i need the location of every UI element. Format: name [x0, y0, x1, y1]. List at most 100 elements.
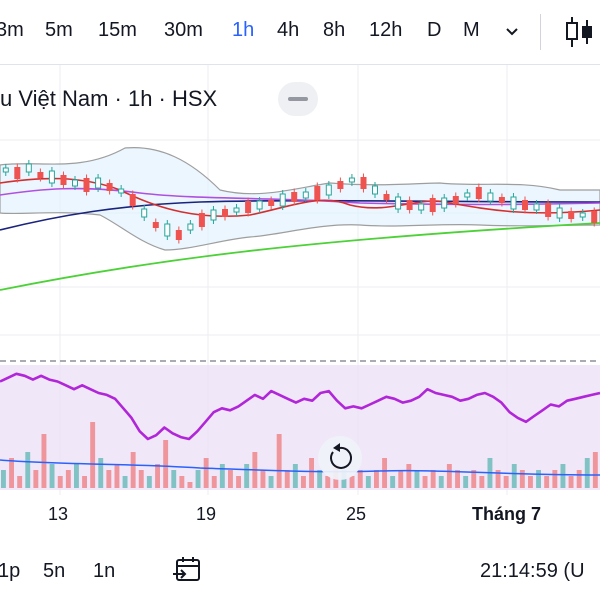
volume-bar: [568, 476, 574, 488]
candle-body: [106, 183, 113, 191]
candle-body: [83, 178, 90, 192]
volume-bar: [446, 464, 452, 488]
volume-bar: [317, 470, 323, 488]
volume-bars: [1, 422, 598, 488]
bollinger-band-fill: [0, 147, 600, 251]
volume-bar: [374, 470, 379, 488]
candle-body: [337, 181, 344, 189]
price-chart[interactable]: [0, 65, 600, 495]
volume-bar: [365, 476, 371, 488]
candle-body: [545, 203, 552, 217]
volume-bar: [49, 464, 55, 488]
timeframe-m[interactable]: M: [463, 19, 480, 41]
toolbar-divider: [0, 64, 600, 65]
volume-bar: [536, 470, 541, 488]
x-axis-label-thang-7: Tháng 7: [472, 504, 542, 524]
volume-bar: [349, 476, 355, 488]
candle-body: [522, 200, 528, 210]
candle-body: [14, 167, 21, 179]
volume-bar: [438, 476, 444, 488]
timeframe-4h[interactable]: 4h: [277, 19, 300, 41]
candle-body: [579, 212, 586, 218]
volume-bar: [544, 476, 550, 488]
timeframe-15m[interactable]: 15m: [98, 19, 137, 41]
chevron-down-icon[interactable]: [502, 22, 522, 42]
volume-ma-line: [0, 459, 600, 476]
candle-body: [60, 175, 67, 185]
volume-bar: [325, 476, 331, 488]
volume-bar: [171, 470, 177, 488]
reset-chart-button[interactable]: [318, 436, 362, 480]
volume-bar: [519, 470, 525, 488]
candle-body: [314, 186, 321, 200]
volume-bar: [106, 470, 112, 488]
volume-bar: [122, 476, 128, 488]
calendar-goto-icon[interactable]: [172, 555, 204, 585]
volume-bar: [163, 440, 169, 488]
candle-body: [510, 196, 517, 210]
volume-bar: [398, 470, 404, 488]
timeframe-30m[interactable]: 30m: [164, 19, 203, 41]
candle-body: [268, 200, 275, 206]
range-1p[interactable]: 1p: [0, 560, 21, 582]
volume-bar: [260, 470, 266, 488]
ma-red-line: [0, 177, 600, 218]
timeframe-1h[interactable]: 1h: [232, 19, 255, 41]
volume-bar: [33, 470, 39, 488]
timeframe-3m[interactable]: 3m: [0, 19, 24, 41]
volume-bar: [495, 470, 501, 488]
volume-bar: [17, 476, 23, 488]
volume-bar: [422, 476, 428, 488]
volume-bar: [455, 470, 460, 488]
candle-body: [95, 177, 102, 189]
volume-bar: [503, 476, 509, 488]
x-axis-label-13: 13: [48, 504, 69, 524]
volume-bar: [25, 452, 31, 488]
symbol-legend: u Việt Nam · 1h · HSX: [0, 86, 218, 111]
volume-bar: [74, 464, 79, 488]
volume-bar: [236, 476, 241, 488]
candle-body: [37, 172, 44, 178]
bottom-toolbar: [0, 545, 600, 600]
volume-bar: [479, 476, 485, 488]
candle-body: [222, 209, 228, 217]
volume-bar: [155, 464, 160, 488]
volume-bar: [57, 476, 63, 488]
volume-bar: [228, 470, 233, 488]
volume-bar: [382, 458, 387, 488]
candle-body: [279, 193, 286, 207]
timeframe-toolbar: 3m 5m 15m 30m 1h 4h 8h 12h D M: [0, 0, 600, 64]
volume-bar: [1, 470, 6, 488]
volume-bar: [114, 464, 120, 488]
candle-body: [591, 211, 598, 223]
legend-toggle-button[interactable]: [278, 82, 318, 116]
volume-bar: [414, 470, 420, 488]
candle-body: [441, 197, 448, 209]
candle-body: [360, 177, 367, 189]
candle-body: [245, 201, 252, 213]
collapse-icon: [288, 97, 308, 101]
volume-bar: [511, 464, 517, 488]
candle-body: [302, 191, 309, 199]
timeframe-8h[interactable]: 8h: [323, 19, 346, 41]
volume-bar: [471, 470, 477, 488]
volume-bar: [463, 476, 469, 488]
candle-body: [118, 188, 125, 194]
timeframe-d[interactable]: D: [427, 19, 442, 41]
candlestick-icon[interactable]: [562, 14, 596, 50]
timeframe-5m[interactable]: 5m: [45, 19, 73, 41]
volume-bar: [560, 464, 566, 488]
toolbar-separator: [540, 14, 541, 50]
candle-body: [2, 167, 9, 173]
range-5n[interactable]: 5n: [43, 560, 66, 582]
volume-bar: [406, 464, 412, 488]
reset-icon: [330, 443, 352, 469]
volume-bar: [41, 434, 47, 488]
volume-bar: [90, 422, 96, 488]
timeframe-12h[interactable]: 12h: [369, 19, 403, 41]
candle-body: [418, 203, 425, 211]
volume-bar: [268, 476, 274, 488]
volume-bar: [244, 464, 250, 488]
range-1n[interactable]: 1n: [93, 560, 116, 582]
volume-bar: [219, 464, 225, 488]
